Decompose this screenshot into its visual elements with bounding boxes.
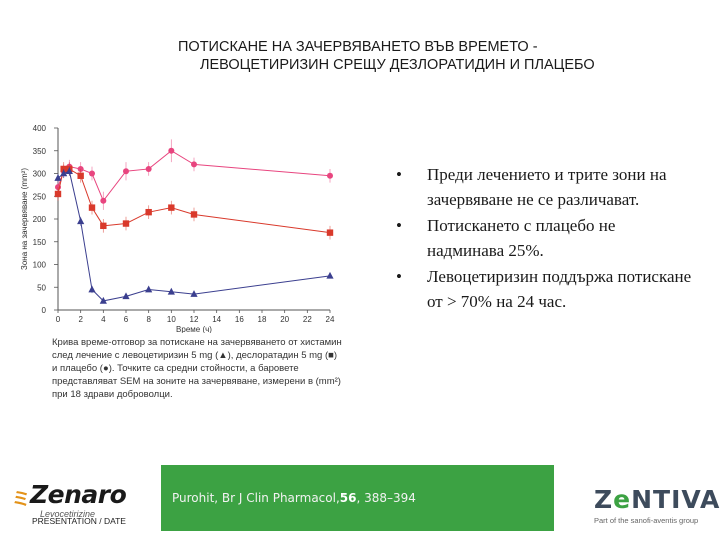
data-point-circle [327, 172, 333, 179]
zentiva-logo: ZeNTIVA Part of the sanofi-aventis group [590, 485, 719, 530]
data-point-square [326, 229, 334, 236]
y-tick-label: 150 [33, 238, 47, 247]
bullet-text: Левоцетиризин поддържа потискане от > 70… [427, 267, 692, 311]
data-point-square [88, 204, 96, 211]
title-line-1: ПОТИСКАНЕ НА ЗАЧЕРВЯВАНЕТО ВЪВ ВРЕМЕТО - [178, 39, 538, 55]
bullet-item: • Преди лечението и трите зони на зачервя… [396, 162, 696, 212]
bullet-item: • Потискането с плацебо не надминава 25%. [396, 213, 696, 263]
data-point-triangle [122, 292, 130, 300]
zentiva-brand-z: Z [594, 485, 614, 514]
zenaro-subtitle: Levocetirizine [40, 509, 96, 519]
data-point-circle [89, 170, 95, 177]
zenaro-brand: Zenaro [30, 480, 127, 509]
x-tick-label: 12 [190, 315, 199, 324]
x-tick-label: 8 [146, 315, 151, 324]
data-point-circle [168, 147, 175, 154]
x-tick-label: 2 [78, 315, 83, 324]
citation-prefix: Purohit, Br J Clin Pharmacol, [172, 491, 340, 505]
x-tick-label: 18 [258, 315, 267, 324]
data-point-triangle [167, 287, 175, 295]
data-point-square [100, 222, 107, 230]
y-tick-label: 250 [33, 192, 47, 201]
x-tick-label: 0 [56, 315, 61, 324]
citation-box: Purohit, Br J Clin Pharmacol,56, 388–394 [161, 465, 554, 531]
data-point-circle [77, 165, 84, 172]
data-point-circle [145, 165, 152, 172]
data-point-square [122, 220, 130, 227]
data-point-triangle [54, 174, 62, 181]
y-tick-label: 200 [33, 215, 47, 224]
chart-caption: Крива време-отговор за потискане на заче… [52, 337, 342, 400]
data-point-triangle [88, 285, 96, 293]
y-tick-label: 0 [42, 306, 47, 315]
y-tick-label: 100 [33, 261, 47, 270]
zentiva-brand: ZeNTIVA [594, 485, 720, 514]
data-point-triangle [190, 290, 198, 297]
bullet-dot: • [396, 165, 402, 184]
bullet-text: Преди лечението и трите зони на зачервяв… [427, 165, 667, 209]
key-points-list: • Преди лечението и трите зони на зачервя… [396, 162, 696, 315]
x-tick-label: 10 [167, 315, 176, 324]
x-tick-label: 16 [235, 315, 244, 324]
data-point-triangle [326, 271, 334, 279]
title-line-2: ЛЕВОЦЕТИРИЗИН СРЕЩУ ДЕЗЛОРАТИДИН И ПЛАЦЕ… [200, 57, 595, 73]
data-point-square [145, 208, 152, 216]
presentation-date-label: PRESENTATION / DATE [32, 516, 126, 526]
data-point-circle [123, 168, 129, 175]
data-point-square [77, 172, 84, 179]
data-point-triangle [145, 285, 153, 293]
data-point-triangle [60, 169, 68, 177]
citation-pages: , 388–394 [356, 491, 416, 505]
x-tick-label: 22 [303, 315, 312, 324]
x-tick-label: 6 [124, 315, 129, 324]
data-point-triangle [99, 296, 107, 304]
zentiva-brand-e: e [613, 485, 632, 514]
data-point-triangle [65, 167, 73, 175]
data-point-square [60, 165, 67, 173]
data-point-square [190, 211, 198, 218]
y-tick-label: 400 [33, 124, 47, 133]
data-point-square [54, 190, 62, 198]
data-point-square [168, 204, 175, 211]
series-line-square [57, 168, 331, 234]
x-tick-label: 4 [101, 315, 106, 324]
data-point-triangle [77, 217, 85, 225]
citation-volume: 56 [339, 491, 357, 505]
x-axis-label: Време (ч) [176, 325, 212, 333]
bullet-item: • Левоцетиризин поддържа потискане от > 7… [396, 264, 696, 314]
x-tick-label: 14 [212, 315, 221, 324]
zentiva-brand-rest: NTIVA [631, 485, 720, 514]
y-tick-label: 50 [37, 283, 46, 292]
bullet-dot: • [396, 267, 402, 286]
bullet-text: Потискането с плацебо не надминава 25%. [427, 216, 616, 260]
zenaro-mark-icon: ミ [12, 489, 30, 509]
x-tick-label: 20 [280, 315, 289, 324]
y-axis-label: Зона на зачервяване (mm²) [20, 168, 29, 270]
zentiva-tagline: Part of the sanofi-aventis group [594, 516, 699, 525]
bullet-dot: • [396, 216, 402, 235]
citation-text: Purohit, Br J Clin Pharmacol,56, 388–394 [172, 491, 416, 505]
data-point-circle [191, 161, 197, 168]
data-point-circle [100, 197, 107, 204]
slide-title: ПОТИСКАНЕ НА ЗАЧЕРВЯВАНЕТО ВЪВ ВРЕМЕТО -… [160, 38, 620, 74]
x-tick-label: 24 [326, 315, 335, 324]
zenaro-logo: ミ Zenaro Levocetirizine PRESENTATION / D… [12, 480, 152, 530]
y-tick-label: 300 [33, 170, 47, 179]
y-tick-label: 350 [33, 147, 47, 156]
